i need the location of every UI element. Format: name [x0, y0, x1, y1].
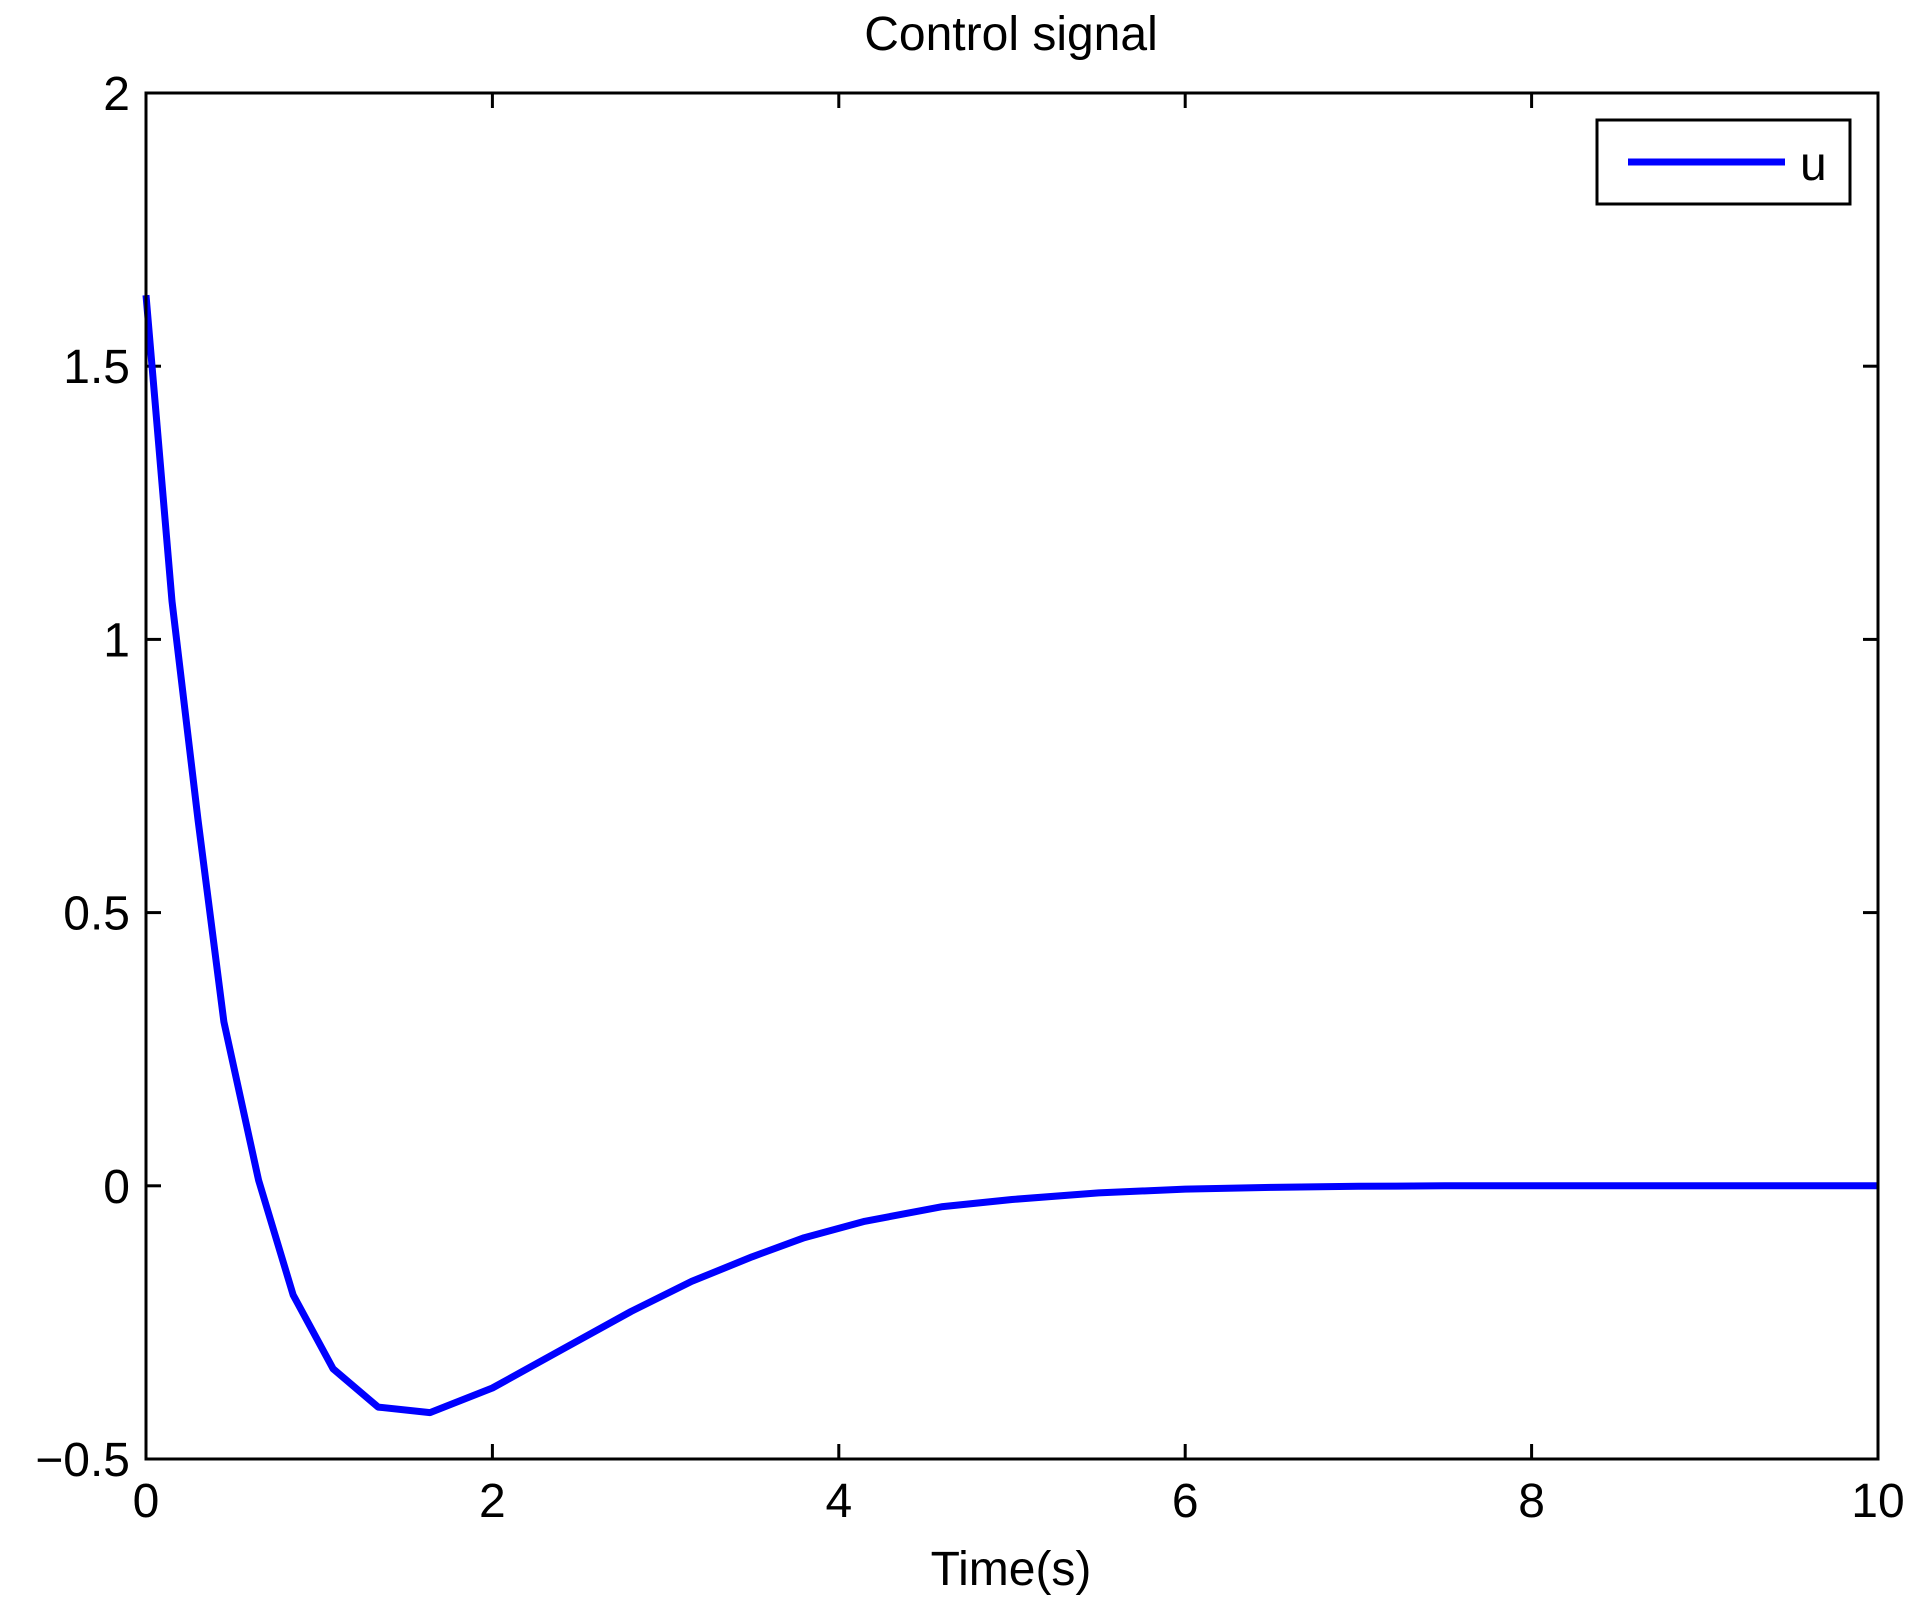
ticks-layer: 0 2 4 6 8 10−0.500.511.52 — [35, 68, 1904, 1528]
y-tick-label-2: 0.5 — [63, 888, 130, 941]
x-tick-label-5: 10 — [1851, 1475, 1904, 1528]
chart-title: Control signal — [864, 8, 1157, 61]
x-tick-label-2: 4 — [825, 1475, 852, 1528]
x-tick-label-4: 8 — [1518, 1475, 1545, 1528]
y-tick-label-3: 1 — [103, 614, 130, 667]
x-tick-label-1: 2 — [479, 1475, 506, 1528]
x-tick-label-0: 0 — [133, 1475, 160, 1528]
legend-entry-u: u — [1800, 138, 1827, 191]
series-line-u — [142, 294, 1878, 1417]
y-tick-label-4: 1.5 — [63, 341, 130, 394]
plot-frame — [144, 91, 1880, 1461]
x-axis-label: Time(s) — [931, 1543, 1092, 1596]
legend: u — [1595, 118, 1852, 206]
x-tick-label-3: 6 — [1172, 1475, 1199, 1528]
y-tick-label-0: −0.5 — [35, 1434, 130, 1487]
y-tick-label-1: 0 — [103, 1161, 130, 1214]
y-tick-label-5: 2 — [103, 68, 130, 121]
series-layer — [142, 294, 1878, 1417]
